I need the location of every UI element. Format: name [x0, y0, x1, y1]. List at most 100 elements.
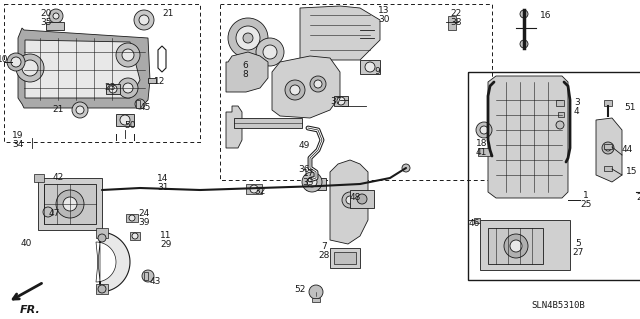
Text: 44: 44 — [622, 145, 633, 154]
Circle shape — [129, 215, 135, 221]
Text: 1
25: 1 25 — [580, 191, 591, 209]
Circle shape — [480, 126, 488, 134]
Circle shape — [476, 122, 492, 138]
Circle shape — [236, 26, 260, 50]
Circle shape — [63, 197, 77, 211]
Circle shape — [7, 53, 25, 71]
Bar — [116, 114, 134, 126]
Circle shape — [314, 80, 322, 88]
Circle shape — [228, 18, 268, 58]
Polygon shape — [96, 242, 116, 282]
Text: 2
26: 2 26 — [636, 184, 640, 202]
Circle shape — [122, 49, 134, 61]
Bar — [350, 190, 374, 208]
Circle shape — [346, 196, 354, 204]
Circle shape — [302, 172, 322, 192]
Circle shape — [98, 234, 106, 242]
Circle shape — [49, 9, 63, 23]
Bar — [334, 252, 356, 264]
Text: 12: 12 — [154, 78, 165, 86]
Circle shape — [135, 99, 145, 109]
Text: 15: 15 — [626, 167, 637, 176]
Text: 45: 45 — [140, 102, 152, 112]
Circle shape — [602, 142, 614, 154]
Text: 48: 48 — [350, 192, 362, 202]
Circle shape — [285, 80, 305, 100]
Text: 11
29: 11 29 — [160, 231, 172, 249]
Text: 5
27: 5 27 — [572, 239, 584, 257]
Text: 42: 42 — [52, 174, 64, 182]
Bar — [234, 118, 302, 128]
Bar — [136, 100, 140, 108]
Circle shape — [243, 33, 253, 43]
Polygon shape — [25, 40, 140, 98]
Bar — [106, 84, 120, 94]
Text: 18
41: 18 41 — [476, 139, 487, 157]
Text: 51: 51 — [624, 103, 636, 113]
Text: 7
28: 7 28 — [319, 242, 330, 260]
Bar — [306, 178, 326, 190]
Text: 21: 21 — [52, 106, 64, 115]
Text: 32: 32 — [254, 188, 266, 197]
Circle shape — [16, 54, 44, 82]
Circle shape — [118, 78, 138, 98]
Bar — [144, 272, 148, 280]
Text: FR.: FR. — [20, 305, 40, 315]
Polygon shape — [330, 160, 368, 244]
Circle shape — [520, 10, 528, 18]
Text: 21: 21 — [162, 10, 173, 19]
Circle shape — [109, 85, 117, 93]
Text: 47: 47 — [49, 210, 60, 219]
Text: 9: 9 — [374, 68, 380, 77]
Circle shape — [43, 207, 53, 217]
Circle shape — [250, 185, 258, 193]
Circle shape — [132, 233, 138, 239]
Bar — [558, 112, 564, 117]
Circle shape — [504, 234, 528, 258]
Text: 14
31: 14 31 — [157, 174, 168, 192]
Bar — [46, 22, 64, 30]
Text: 10: 10 — [0, 56, 8, 64]
Text: 36: 36 — [298, 166, 310, 174]
Circle shape — [307, 177, 317, 187]
Text: 22
38: 22 38 — [451, 9, 461, 27]
Circle shape — [22, 60, 38, 76]
Text: 6
8: 6 8 — [243, 61, 248, 79]
Text: 37: 37 — [330, 98, 342, 107]
Circle shape — [139, 15, 149, 25]
Text: 52: 52 — [294, 285, 306, 293]
Text: 50: 50 — [124, 122, 136, 130]
Circle shape — [11, 57, 21, 67]
Circle shape — [342, 192, 358, 208]
Circle shape — [142, 270, 154, 282]
Circle shape — [116, 43, 140, 67]
Text: 20
35: 20 35 — [40, 9, 52, 27]
Bar — [126, 214, 138, 222]
Circle shape — [263, 45, 277, 59]
Bar — [220, 4, 492, 180]
Text: 23: 23 — [104, 84, 115, 93]
Circle shape — [56, 190, 84, 218]
Bar — [96, 228, 108, 238]
Bar — [130, 232, 140, 240]
Circle shape — [520, 40, 528, 48]
Circle shape — [53, 13, 59, 19]
Text: 49: 49 — [299, 140, 310, 150]
Text: 24
39: 24 39 — [138, 209, 150, 227]
Circle shape — [120, 115, 130, 125]
Text: 19
34: 19 34 — [12, 131, 24, 149]
Bar — [488, 228, 543, 264]
Circle shape — [98, 285, 106, 293]
Bar — [96, 284, 108, 294]
Bar — [448, 16, 456, 30]
Bar — [468, 72, 640, 280]
Polygon shape — [300, 6, 380, 60]
Circle shape — [72, 102, 88, 118]
Polygon shape — [18, 28, 150, 108]
Polygon shape — [100, 232, 130, 292]
Circle shape — [556, 121, 564, 129]
Bar — [334, 96, 348, 106]
Text: 40: 40 — [20, 240, 32, 249]
Bar — [246, 184, 262, 194]
Bar — [34, 174, 44, 182]
